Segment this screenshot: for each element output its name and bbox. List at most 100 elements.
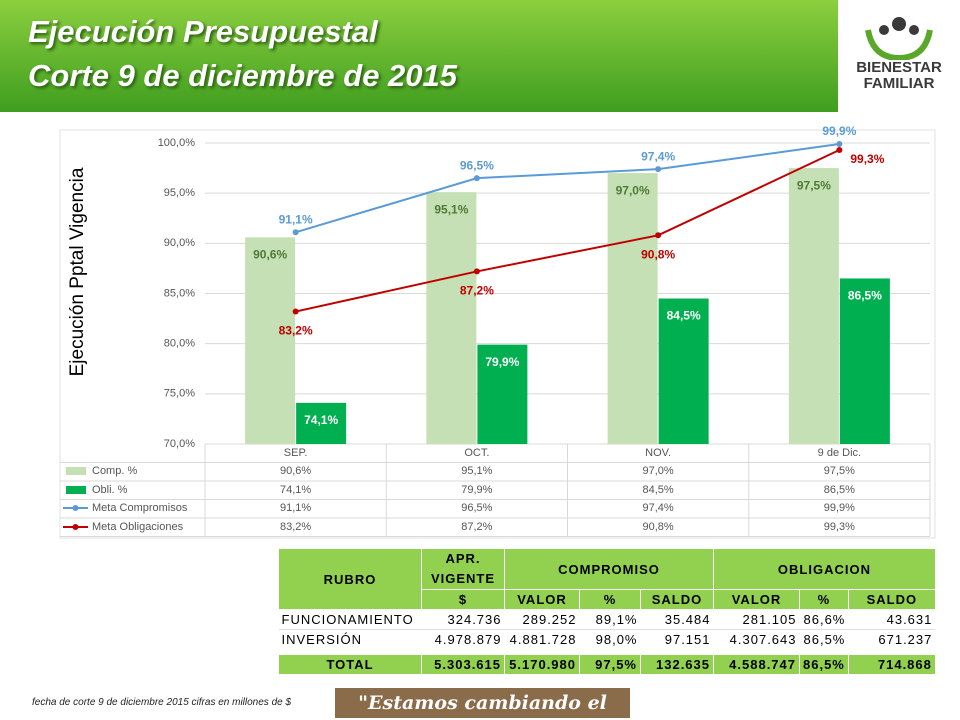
table-cell: RUBRO <box>278 548 422 610</box>
table-cell: TOTAL <box>278 651 422 675</box>
table-cell: 4.307.643 <box>713 629 800 653</box>
logo-text: FAMILIAR <box>863 75 935 92</box>
table-cell: 96,5% <box>461 502 492 514</box>
table-cell: 79,9% <box>461 484 492 496</box>
table-cell: 87,2% <box>461 521 492 533</box>
table-cell: SALDO <box>640 589 714 610</box>
table-cell: 97,4% <box>643 502 674 514</box>
table-cell: $ <box>421 589 505 610</box>
data-label: 84,5% <box>667 309 701 323</box>
data-label: 74,1% <box>304 413 338 427</box>
table-cell: 95,1% <box>461 465 492 477</box>
table-cell: 97,5% <box>824 465 855 477</box>
y-tick-label: 90,0% <box>164 237 195 249</box>
data-label: 95,1% <box>434 202 468 216</box>
legend-swatch <box>66 467 86 475</box>
table-cell: 4.978.879 <box>421 629 505 653</box>
y-tick-label: 85,0% <box>164 287 195 299</box>
x-tick-label: 9 de Dic. <box>818 447 861 459</box>
table-cell: 281.105 <box>713 609 800 630</box>
data-label: 91,1% <box>279 212 313 226</box>
data-label: 97,5% <box>797 178 831 192</box>
table-cell: 86,5% <box>799 629 849 653</box>
point <box>473 268 480 275</box>
table-cell: % <box>799 589 849 610</box>
y-tick-label: 100,0% <box>158 137 196 149</box>
table-cell: FUNCIONAMIENTO <box>278 609 422 630</box>
table-row: RUBRO APR. VIGENTE COMPROMISO OBLIGACION <box>278 548 936 610</box>
table-cell: 84,5% <box>643 484 674 496</box>
data-label: 99,9% <box>822 124 856 138</box>
table-cell: VALOR <box>713 589 800 610</box>
y-axis-label: Ejecución Pptal Vigencia <box>67 167 88 376</box>
table-cell: 91,1% <box>280 502 311 514</box>
point <box>655 166 662 173</box>
data-label: 83,2% <box>279 324 313 338</box>
data-label: 96,5% <box>460 158 494 172</box>
slogan: "Estamos cambiando el mundo" <box>335 688 630 718</box>
legend-marker <box>72 505 79 511</box>
table-cell: 89,1% <box>579 609 641 630</box>
table-row: TOTAL 5.303.615 5.170.980 97,5% 132.635 4.588… <box>278 651 936 675</box>
point <box>292 229 299 236</box>
line <box>295 149 840 313</box>
legend-label: Meta Obligaciones <box>92 521 184 533</box>
y-tick-label: 95,0% <box>164 187 195 199</box>
x-tick-label: OCT. <box>464 447 489 459</box>
legend-swatch <box>66 486 86 494</box>
title: Corte 9 de diciembre de 2015 <box>28 58 458 93</box>
table-cell: % <box>579 589 641 610</box>
data-label: 87,2% <box>460 284 494 298</box>
bar <box>296 402 347 444</box>
table-cell: INVERSIÓN <box>278 629 422 653</box>
bar <box>426 192 477 444</box>
bar <box>607 173 658 444</box>
line <box>295 143 840 234</box>
point <box>473 175 480 182</box>
bar <box>658 298 709 444</box>
table-cell: 714.868 <box>847 651 936 675</box>
x-tick-label: SEP. <box>284 447 308 459</box>
table-cell: 97.151 <box>640 629 714 653</box>
data-label: 90,8% <box>641 247 675 261</box>
table-cell: 99,9% <box>824 502 855 514</box>
logo: BIENESTAR FAMILIAR <box>838 0 960 112</box>
legend-label: Meta Compromisos <box>92 502 188 514</box>
table-cell: 86,5% <box>799 651 849 675</box>
point <box>836 147 843 154</box>
header-band <box>0 0 960 112</box>
table-cell: 35.484 <box>640 609 714 630</box>
table-row: $ VALOR% SALDO VALOR% SALDO <box>279 589 936 610</box>
data-label: 99,3% <box>850 152 884 166</box>
table-cell: 86,5% <box>824 484 855 496</box>
data-label: 90,6% <box>253 247 287 261</box>
table-cell: 90,6% <box>280 465 311 477</box>
y-tick-label: 75,0% <box>164 388 195 400</box>
point <box>655 232 662 239</box>
y-tick-label: 80,0% <box>164 338 195 350</box>
table-cell: 97,5% <box>579 651 641 675</box>
data-label: 97,0% <box>616 183 650 197</box>
bar <box>839 278 890 444</box>
table-cell: 5.170.980 <box>504 651 580 675</box>
point <box>292 308 299 315</box>
logo-icon <box>865 17 933 60</box>
data-label: 97,4% <box>641 149 675 163</box>
table-cell: OBLIGACION <box>713 548 936 590</box>
logo-text: BIENESTAR <box>856 59 942 76</box>
bar <box>477 344 528 444</box>
table-row: FUNCIONAMIENTO 324.736 289.252 89,1% 35.484 2… <box>278 609 936 630</box>
table-cell: 671.237 <box>848 629 936 653</box>
table-cell: 4.588.747 <box>713 651 800 675</box>
table-cell: 86,6% <box>799 609 849 630</box>
table-cell: 289.252 <box>504 609 580 630</box>
table-cell: COMPROMISO <box>504 548 714 590</box>
footer-note: fecha de corte 9 de diciembre 2015 cifra… <box>32 697 292 708</box>
table-cell: 4.881.728 <box>504 629 580 653</box>
table-cell: 132.635 <box>640 651 714 675</box>
table-row: INVERSIÓN 4.978.879 4.881.728 98,0% 97.151 4.… <box>278 629 936 653</box>
data-label: 86,5% <box>848 289 882 303</box>
title: Ejecución Presupuestal <box>28 14 378 49</box>
